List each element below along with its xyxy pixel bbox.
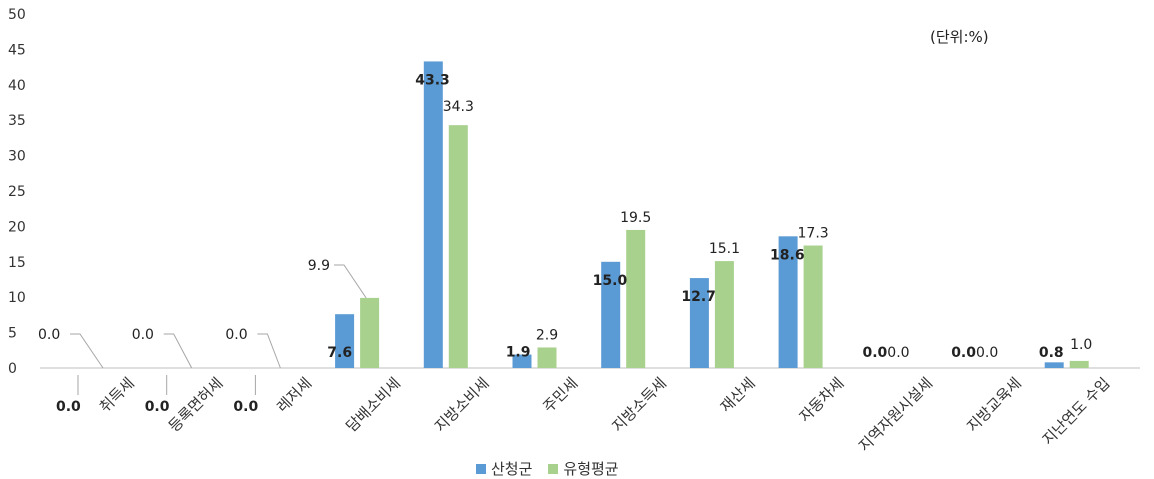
data-label-series-0-10: 0.0 [951,345,976,361]
y-tick-label-10: 50 [8,7,26,23]
x-tick-label-7: 재산세 [717,374,759,416]
x-tick-label-4: 지방소비세 [431,374,493,436]
y-tick-label-7: 35 [8,113,26,129]
legend-label-series-1: 유형평균 [563,460,619,478]
x-tick-label-6: 지방소득세 [608,374,670,436]
data-label-series-0-11: 0.8 [1039,345,1064,361]
data-label-series-1-7: 15.1 [709,241,740,257]
y-tick-label-5: 25 [8,184,26,200]
x-tick-label-0: 취득세 [96,374,138,416]
y-tick-label-0: 0 [8,361,17,377]
x-tick-label-9: 지역자원시설세 [855,374,936,455]
legend-item-series-1: 유형평균 [548,458,619,479]
data-label-series-1-0: 0.0 [38,327,60,343]
data-label-series-0-3: 7.6 [327,345,352,361]
y-tick-label-9: 45 [8,42,26,58]
bar-series-1-5 [537,347,557,368]
data-label-series-0-2: 0.0 [233,399,258,415]
y-tick-label-4: 20 [8,219,26,235]
unit-note: (단위:%) [930,28,989,46]
legend-swatch-series-0 [476,463,486,474]
y-tick-label-6: 30 [8,149,26,165]
x-tick-label-5: 주민세 [539,374,581,416]
leader-line-2 [257,333,281,369]
x-tick-label-10: 지방교육세 [963,374,1025,436]
x-tick-label-11: 지난연도 수입 [1039,374,1114,449]
bar-series-1-4 [448,125,468,368]
legend-label-series-0: 산청군 [491,460,533,478]
data-label-series-0-9: 0.0 [862,345,887,361]
y-tick-label-2: 10 [8,290,26,306]
data-label-series-0-5: 1.9 [506,345,531,361]
data-label-series-1-4: 34.3 [443,99,474,115]
bar-series-1-6 [626,229,646,368]
x-tick-label-1: 등록면허세 [165,374,227,436]
leader-line-1 [163,333,193,369]
bar-series-1-8 [803,245,823,368]
x-tick-label-8: 자동차세 [796,374,848,426]
bar-series-0-4 [423,61,443,368]
data-label-series-0-1: 0.0 [145,399,170,415]
data-label-series-1-8: 17.3 [798,226,829,242]
bar-series-0-7 [689,278,709,368]
data-label-series-0-8: 18.6 [770,247,805,263]
data-label-series-1-2: 0.0 [225,327,247,343]
y-tick-label-8: 40 [8,78,26,94]
legend-swatch-series-1 [548,463,559,474]
data-label-series-1-1: 0.0 [132,327,154,343]
bar-series-1-11 [1069,360,1089,368]
bar-series-1-3 [360,297,380,368]
x-tick-label-3: 담배소비세 [342,374,404,436]
data-label-series-0-7: 12.7 [681,289,716,305]
y-tick-label-1: 5 [8,326,17,342]
data-label-series-1-9: 0.0 [887,345,909,361]
data-label-series-1-11: 1.0 [1070,337,1092,353]
data-label-series-1-5: 2.9 [536,327,558,343]
bar-series-1-7 [714,261,734,368]
data-label-series-1-6: 19.5 [620,210,651,226]
y-tick-label-3: 15 [8,255,26,271]
data-label-series-0-6: 15.0 [593,273,628,289]
bar-series-0-5 [512,354,532,368]
bar-series-0-8 [778,236,798,368]
bar-series-0-6 [601,261,621,368]
x-tick-label-2: 레저세 [273,374,315,416]
bar-series-0-11 [1044,362,1064,368]
legend: 산청군 유형평균 [476,458,629,479]
data-label-series-1-3: 9.9 [308,258,330,274]
leader-line-3 [334,264,367,299]
bar-series-0-3 [335,314,355,368]
data-label-series-0-0: 0.0 [56,399,81,415]
leader-line-0 [70,333,104,369]
data-label-series-0-4: 43.3 [415,72,450,88]
legend-item-series-0: 산청군 [476,458,532,479]
data-label-series-1-10: 0.0 [976,345,998,361]
